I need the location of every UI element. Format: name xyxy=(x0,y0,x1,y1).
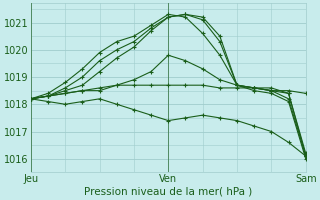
X-axis label: Pression niveau de la mer( hPa ): Pression niveau de la mer( hPa ) xyxy=(84,187,252,197)
